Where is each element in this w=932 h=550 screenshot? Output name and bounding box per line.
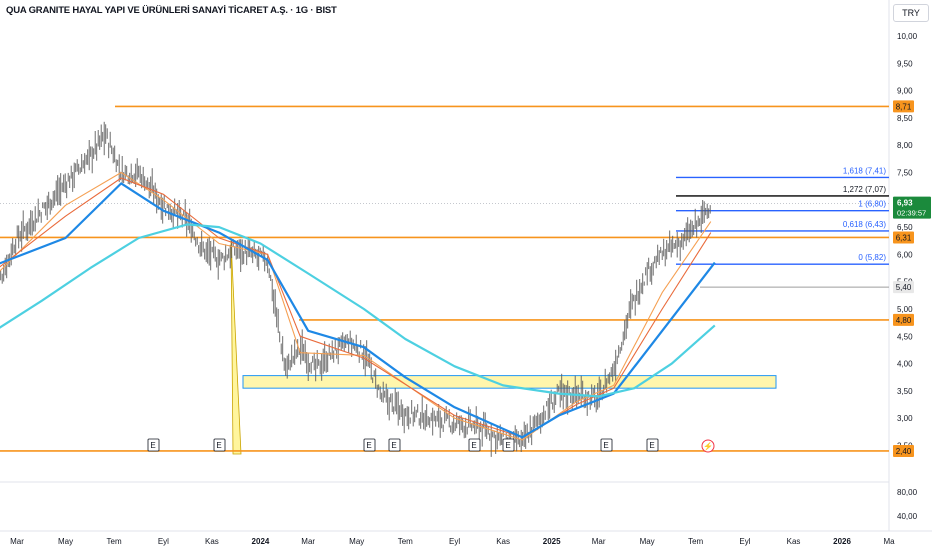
y-tick-label: 4,50 <box>897 332 913 341</box>
x-tick-label: 2024 <box>252 537 270 546</box>
fib-label: 1,618 (7,41) <box>843 166 886 175</box>
earnings-marker-label: E <box>471 441 476 450</box>
y-tick-label: 3,00 <box>897 414 913 423</box>
level-price-label: 2,40 <box>896 447 912 456</box>
y-tick-label: 6,50 <box>897 223 913 232</box>
x-tick-label: May <box>349 537 364 546</box>
y-tick-label: 3,50 <box>897 387 913 396</box>
earnings-marker <box>468 438 481 452</box>
x-tick-label: Mar <box>592 537 606 546</box>
x-tick-label: Tem <box>107 537 122 546</box>
x-tick-label: Eyl <box>158 537 169 546</box>
currency-button[interactable]: TRY <box>893 4 929 22</box>
earnings-marker <box>147 438 160 452</box>
price-bars <box>0 121 711 457</box>
dividend-marker-label: ⚡ <box>703 441 713 451</box>
y-tick-label: 5,00 <box>897 305 913 314</box>
x-tick-label: Mar <box>10 537 24 546</box>
fib-label: 1,272 (7,07) <box>843 185 886 194</box>
x-tick-label: Tem <box>398 537 413 546</box>
x-tick-label: May <box>58 537 73 546</box>
y-tick-label: 4,00 <box>897 360 913 369</box>
earnings-marker-label: E <box>603 441 608 450</box>
ema-line <box>0 171 712 441</box>
y-tick-label: 7,50 <box>897 169 913 178</box>
x-tick-label: Eyl <box>449 537 460 546</box>
x-tick-label: Kas <box>205 537 219 546</box>
x-tick-label: 2025 <box>543 537 561 546</box>
y-tick-label: 8,50 <box>897 114 913 123</box>
volume-tick-label: 80,00 <box>897 488 918 497</box>
level-price-label-bg <box>893 313 914 326</box>
earnings-marker <box>213 438 226 452</box>
earnings-marker-label: E <box>216 441 221 450</box>
y-tick-label: 6,00 <box>897 250 913 259</box>
x-tick-label: Mar <box>301 537 315 546</box>
y-tick-label: 9,00 <box>897 87 913 96</box>
x-tick-label: Ma <box>883 537 895 546</box>
x-tick-label: Eyl <box>739 537 750 546</box>
drop-marker <box>230 239 242 455</box>
earnings-marker <box>646 438 659 452</box>
x-tick-label: Kas <box>496 537 510 546</box>
earnings-marker-label: E <box>649 441 654 450</box>
ema-line <box>0 177 712 438</box>
earnings-marker-label: E <box>391 441 396 450</box>
earnings-marker-label: E <box>150 441 155 450</box>
earnings-marker-label: E <box>366 441 371 450</box>
y-tick-label: 9,50 <box>897 59 913 68</box>
fib-label: 0 (5,82) <box>858 253 886 262</box>
ema-line <box>0 182 716 439</box>
support-zone <box>242 375 777 389</box>
price-line-label-bg <box>893 281 914 294</box>
last-price-label-bg <box>893 196 931 219</box>
y-tick-label: 8,00 <box>897 141 913 150</box>
x-tick-label: May <box>640 537 655 546</box>
price-line-label: 5,40 <box>896 283 912 292</box>
earnings-marker <box>600 438 613 452</box>
symbol-title: QUA GRANITE HAYAL YAPI VE ÜRÜNLERİ SANAY… <box>6 5 337 16</box>
last-price-countdown: 02:39:57 <box>897 209 926 218</box>
x-tick-label: 2026 <box>833 537 851 546</box>
fib-label: 0,618 (6,43) <box>843 220 886 229</box>
y-tick-label: 10,00 <box>897 32 918 41</box>
ema-line <box>0 223 716 398</box>
last-price-label: 6,93 <box>897 199 913 208</box>
earnings-marker <box>363 438 376 452</box>
level-price-label: 6,31 <box>896 233 912 242</box>
dividend-marker <box>701 439 715 453</box>
earnings-marker-label: E <box>505 441 510 450</box>
fib-label: 1 (6,80) <box>858 200 886 209</box>
level-price-label-bg <box>893 444 914 457</box>
level-price-label-bg <box>893 231 914 244</box>
level-price-label: 4,80 <box>896 316 912 325</box>
volume-tick-label: 40,00 <box>897 512 918 521</box>
earnings-marker <box>502 438 515 452</box>
x-tick-label: Kas <box>787 537 801 546</box>
earnings-marker <box>388 438 401 452</box>
level-price-label-bg <box>893 100 914 113</box>
level-price-label: 8,71 <box>896 102 912 111</box>
x-tick-label: Tem <box>688 537 703 546</box>
